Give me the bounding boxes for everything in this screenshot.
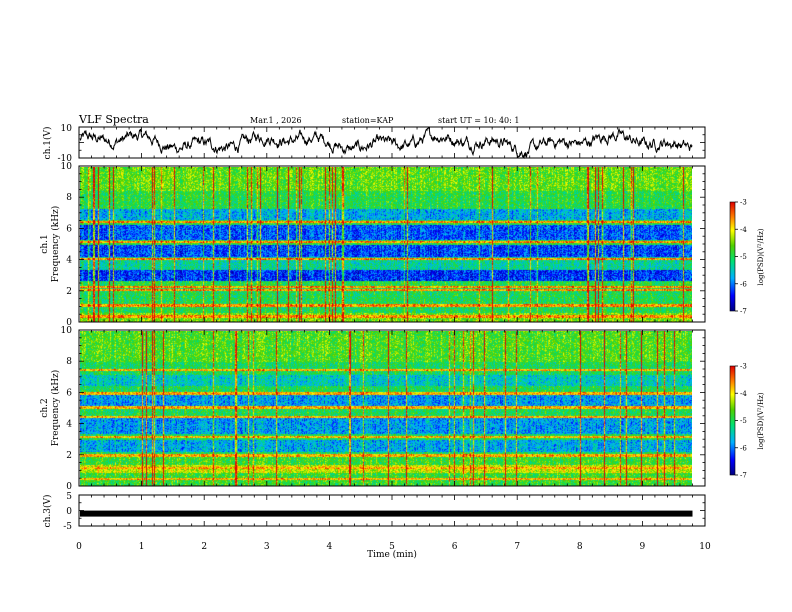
ch1-spec-ticks: [78, 165, 706, 323]
time-ticklabel: 2: [201, 542, 207, 552]
freq-ticklabel: 0: [66, 318, 72, 328]
colorbar-ticklabel: -4: [740, 226, 747, 234]
ch2-spec-ylabel-line2: Frequency (kHz): [50, 370, 61, 447]
time-ticklabel: 10: [699, 542, 711, 552]
freq-ticklabel: 4: [66, 420, 72, 430]
time-ticklabel: 0: [76, 542, 82, 552]
ch1-waveform-panel: 10 -10 ch.1(V): [42, 124, 706, 164]
time-ticklabel: 6: [452, 542, 458, 552]
freq-ticklabel: 4: [66, 256, 72, 266]
time-ticklabel: 9: [640, 542, 646, 552]
ch3-ytick-bottom: -5: [63, 522, 72, 532]
ch3-ylabel: ch.3(V): [42, 495, 53, 528]
time-axis-ticklabels: 0 1 2 3 4 5 6 7 8 9 10: [76, 542, 711, 552]
time-axis-label: Time (min): [367, 549, 417, 560]
time-ticklabel: 7: [514, 542, 520, 552]
ch1-ytick-top: 10: [61, 124, 73, 134]
colorbar-ticklabel: -4: [740, 390, 747, 398]
ch1-colorbar-label: log(PSD)(V²/Hz): [757, 228, 765, 285]
colorbar-ticklabel: -7: [740, 308, 747, 316]
ch2-spec-ticks: [78, 329, 706, 487]
ch2-colorbar-label: log(PSD)(V²/Hz): [757, 392, 765, 449]
ch2-colorbar: [729, 365, 736, 476]
ch2-spec-yticklabels: 0 2 4 6 8 10: [61, 326, 73, 492]
time-ticklabel: 3: [264, 542, 270, 552]
ch3-ytick-top: 5: [66, 492, 72, 502]
freq-ticklabel: 8: [66, 357, 72, 367]
freq-ticklabel: 10: [61, 162, 73, 172]
station-label: station=KAP: [342, 116, 394, 125]
freq-ticklabel: 10: [61, 326, 73, 336]
ch1-colorbar-ticks: -3 -4 -5 -6 -7: [735, 199, 747, 316]
ch1-spec-yticklabels: 0 2 4 6 8 10: [61, 162, 73, 328]
colorbar-ticklabel: -5: [740, 417, 747, 425]
ch3-waveform-line: [80, 510, 693, 517]
ch1-waveform-line: [79, 127, 693, 160]
ch3-ytick-mid: 0: [66, 507, 72, 517]
ch1-ticks: [78, 126, 706, 159]
ch3-ticks: [78, 494, 706, 527]
ch3-waveform-panel: 5 0 -5 ch.3(V) 0 1 2 3 4 5 6 7 8 9 10 Time (min): [42, 492, 711, 560]
time-ticklabel: 5: [389, 542, 395, 552]
ch1-ytick-bottom: -10: [58, 154, 73, 164]
date-label: Mar.1 , 2026: [250, 116, 302, 125]
colorbar-ticklabel: -5: [740, 253, 747, 261]
colorbar-ticklabel: -3: [740, 199, 747, 207]
ch2-colorbar-ticks: -3 -4 -5 -6 -7: [735, 363, 747, 480]
freq-ticklabel: 6: [66, 388, 72, 398]
ch1-spec-ylabel-line1: ch.1: [40, 234, 50, 253]
freq-ticklabel: 2: [66, 287, 72, 297]
colorbar-ticklabel: -6: [740, 280, 747, 288]
freq-ticklabel: 8: [66, 193, 72, 203]
time-ticklabel: 1: [139, 542, 145, 552]
ch1-colorbar: [729, 201, 736, 312]
colorbar-ticklabel: -7: [740, 472, 747, 480]
ch1-spectrogram-image: [80, 167, 692, 322]
start-time-label: start UT = 10: 40: 1: [438, 116, 519, 125]
freq-ticklabel: 2: [66, 451, 72, 461]
figure-title: VLF Spectra: [78, 113, 149, 126]
ch2-spec-ylabel-line1: ch.2: [40, 398, 50, 417]
ch2-spectrogram-image: [80, 331, 692, 486]
ch1-ylabel: ch.1(V): [42, 127, 53, 160]
time-ticklabel: 8: [577, 542, 583, 552]
colorbar-ticklabel: -3: [740, 363, 747, 371]
time-ticklabel: 4: [327, 542, 333, 552]
freq-ticklabel: 0: [66, 482, 72, 492]
ch1-spec-ylabel-line2: Frequency (kHz): [50, 206, 61, 283]
colorbar-ticklabel: -6: [740, 444, 747, 452]
freq-ticklabel: 6: [66, 224, 72, 234]
